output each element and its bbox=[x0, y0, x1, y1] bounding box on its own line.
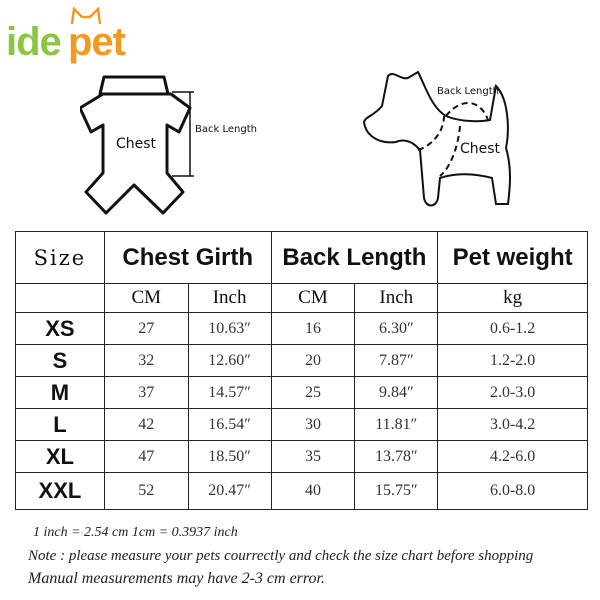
header-pet-weight: Pet weight bbox=[437, 231, 588, 284]
cell-chest-cm: 42 bbox=[103, 408, 189, 441]
brand-logo: ide pet bbox=[6, 6, 136, 68]
garment-diagram bbox=[80, 75, 194, 215]
cat-ears-icon bbox=[70, 6, 102, 25]
header-row: Size Chest Girth Back Length Pet weight bbox=[15, 231, 588, 284]
cell-size: L bbox=[15, 408, 105, 441]
conversion-note: 1 inch = 2.54 cm 1cm = 0.3937 inch bbox=[33, 525, 238, 540]
cell-kg: 1.2-2.0 bbox=[437, 344, 588, 377]
cell-chest-cm: 37 bbox=[103, 376, 189, 409]
cell-back-in: 9.84″ bbox=[354, 376, 439, 409]
cell-chest-in: 18.50″ bbox=[187, 440, 272, 473]
garment-chest-label: Chest bbox=[116, 136, 157, 152]
unit-row: CM Inch CM Inch kg bbox=[15, 283, 588, 313]
measure-note: Note : please measure your pets courrect… bbox=[28, 548, 534, 564]
header-size: Size bbox=[15, 231, 105, 284]
cell-back-cm: 25 bbox=[270, 376, 356, 409]
cell-kg: 4.2-6.0 bbox=[437, 440, 588, 473]
unit-back-cm: CM bbox=[270, 283, 356, 313]
cell-size: M bbox=[15, 376, 105, 409]
cell-back-cm: 16 bbox=[270, 312, 356, 345]
cell-back-cm: 35 bbox=[270, 440, 356, 473]
table-row: M 37 14.57″ 25 9.84″ 2.0-3.0 bbox=[15, 376, 588, 409]
cell-chest-in: 12.60″ bbox=[187, 344, 272, 377]
table-row: XXL 52 20.47″ 40 15.75″ 6.0-8.0 bbox=[15, 472, 588, 510]
cell-chest-in: 14.57″ bbox=[187, 376, 272, 409]
error-note: Manual measurements may have 2-3 cm erro… bbox=[28, 570, 325, 587]
dog-back-length-label: Back Length bbox=[437, 86, 499, 97]
cell-size: XS bbox=[15, 312, 105, 345]
table-row: L 42 16.54″ 30 11.81″ 3.0-4.2 bbox=[15, 408, 588, 441]
table-row: XL 47 18.50″ 35 13.78″ 4.2-6.0 bbox=[15, 440, 588, 473]
header-chest-girth: Chest Girth bbox=[103, 231, 272, 284]
unit-kg: kg bbox=[437, 283, 588, 313]
cell-back-cm: 40 bbox=[270, 472, 356, 510]
cell-chest-cm: 27 bbox=[103, 312, 189, 345]
unit-chest-inch: Inch bbox=[187, 283, 272, 313]
cell-chest-cm: 32 bbox=[103, 344, 189, 377]
dog-diagram bbox=[362, 70, 511, 207]
cell-chest-cm: 47 bbox=[103, 440, 189, 473]
cell-back-in: 7.87″ bbox=[354, 344, 439, 377]
logo-text-pet: pet bbox=[68, 20, 126, 64]
dog-chest-label: Chest bbox=[460, 141, 501, 157]
header-back-length: Back Length bbox=[270, 231, 439, 284]
size-chart-table: Size Chest Girth Back Length Pet weight … bbox=[15, 231, 588, 510]
cell-size: S bbox=[15, 344, 105, 377]
cell-kg: 0.6-1.2 bbox=[437, 312, 588, 345]
cell-chest-in: 20.47″ bbox=[187, 472, 272, 510]
cell-back-in: 15.75″ bbox=[354, 472, 439, 510]
cell-back-in: 11.81″ bbox=[354, 408, 439, 441]
cell-kg: 2.0-3.0 bbox=[437, 376, 588, 409]
cell-back-cm: 30 bbox=[270, 408, 356, 441]
cell-back-in: 13.78″ bbox=[354, 440, 439, 473]
garment-back-length-label: Back Length bbox=[195, 124, 257, 135]
cell-chest-in: 10.63″ bbox=[187, 312, 272, 345]
cell-chest-cm: 52 bbox=[103, 472, 189, 510]
unit-empty bbox=[15, 283, 105, 313]
table-row: S 32 12.60″ 20 7.87″ 1.2-2.0 bbox=[15, 344, 588, 377]
unit-chest-cm: CM bbox=[103, 283, 189, 313]
cell-back-cm: 20 bbox=[270, 344, 356, 377]
table-row: XS 27 10.63″ 16 6.30″ 0.6-1.2 bbox=[15, 312, 588, 345]
cell-size: XXL bbox=[15, 472, 105, 510]
cell-chest-in: 16.54″ bbox=[187, 408, 272, 441]
cell-kg: 3.0-4.2 bbox=[437, 408, 588, 441]
cell-back-in: 6.30″ bbox=[354, 312, 439, 345]
unit-back-inch: Inch bbox=[354, 283, 439, 313]
logo-text-ide: ide bbox=[6, 20, 62, 64]
cell-size: XL bbox=[15, 440, 105, 473]
cell-kg: 6.0-8.0 bbox=[437, 472, 588, 510]
